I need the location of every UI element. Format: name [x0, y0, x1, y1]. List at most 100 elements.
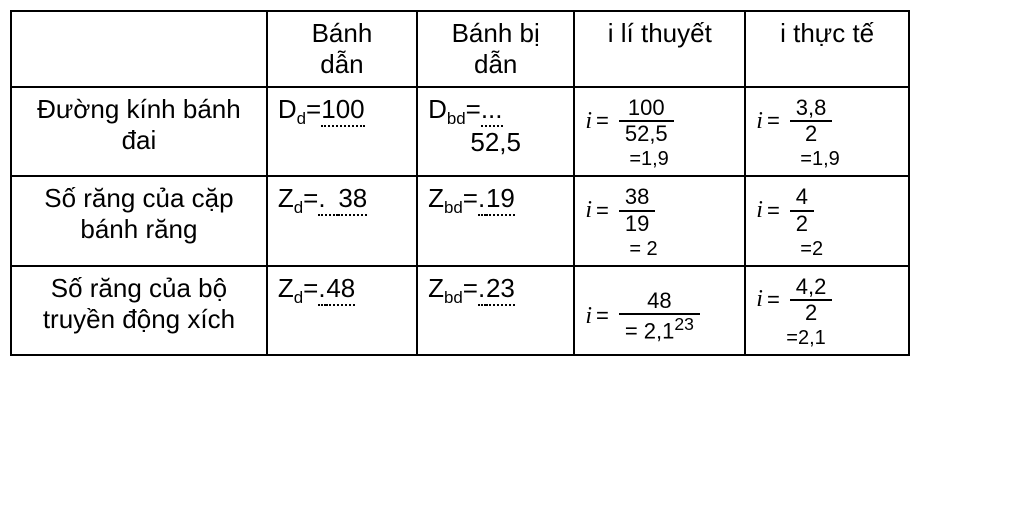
theory-cell: i = 100 52,5 =1,9 [574, 87, 745, 176]
actual-cell: i = 4,2 2 =2,1 [745, 266, 909, 355]
equation: i = 100 52,5 [585, 96, 736, 146]
eq: = [596, 108, 609, 134]
i-var: i [585, 108, 592, 135]
header-text: dẫn [320, 49, 363, 79]
fraction: 4 2 [790, 185, 814, 235]
result: = 2 [585, 238, 736, 261]
label-text: truyền động xích [43, 304, 235, 334]
eq: = [767, 198, 780, 224]
i-var: i [756, 108, 763, 135]
label-text: Số răng của bộ [51, 273, 227, 303]
label-text: Số răng của cặp [44, 183, 233, 213]
numerator: 4,2 [790, 275, 833, 301]
header-banh-bi-dan: Bánh bị dẫn [417, 11, 574, 87]
data-table: Bánh dẫn Bánh bị dẫn i lí thuyết i thực … [10, 10, 910, 356]
eq: = [596, 303, 609, 329]
row-label: Số răng của cặp bánh răng [11, 176, 267, 265]
label-text: Đường kính bánh [37, 94, 241, 124]
i-var: i [585, 303, 592, 330]
sub: d [294, 199, 303, 218]
equation: i = 4,2 2 [756, 275, 900, 325]
fraction: 100 52,5 [619, 96, 674, 146]
d-cell: Dd=100 [267, 87, 417, 176]
sub: bd [444, 199, 463, 218]
header-i-actual: i thực tế [745, 11, 909, 87]
fraction: 4,2 2 [790, 275, 833, 325]
result: =1,9 [585, 148, 736, 171]
i-var: i [585, 197, 592, 224]
numerator: 100 [619, 96, 674, 122]
result: =1,9 [756, 148, 900, 171]
bd-val: 19 [486, 183, 515, 216]
label-text: đai [122, 125, 157, 155]
header-banh-dan: Bánh dẫn [267, 11, 417, 87]
row-label: Số răng của bộ truyền động xích [11, 266, 267, 355]
equation: i = 38 19 [585, 185, 736, 235]
d-val: 38 [338, 183, 367, 216]
header-text: Bánh bị [452, 18, 540, 48]
table-row: Số răng của cặp bánh răng Zd=.38 Zbd=.19… [11, 176, 909, 265]
sub: bd [444, 288, 463, 307]
d-cell: Zd=.38 [267, 176, 417, 265]
den-left: = 2,1 [625, 318, 675, 343]
equation: i = 3,8 2 [756, 96, 900, 146]
sym: Z [428, 183, 444, 213]
header-empty [11, 11, 267, 87]
d-val: 100 [321, 94, 364, 127]
row-label: Đường kính bánh đai [11, 87, 267, 176]
dots: . [478, 183, 486, 216]
denominator: 52,5 [619, 122, 674, 146]
header-text: Bánh [312, 18, 373, 48]
header-text: dẫn [474, 49, 517, 79]
numerator: 3,8 [790, 96, 833, 122]
eq: = [767, 287, 780, 313]
denominator: 19 [619, 212, 655, 236]
header-text: i lí thuyết [608, 18, 712, 48]
label-text: bánh răng [80, 214, 197, 244]
d-cell: Zd=.48 [267, 266, 417, 355]
sub: bd [447, 109, 466, 128]
dots: . [318, 183, 338, 216]
equation: i = 48 = 2,123 [585, 289, 736, 344]
dots: . [478, 273, 486, 306]
sym: Z [278, 273, 294, 303]
header-row: Bánh dẫn Bánh bị dẫn i lí thuyết i thực … [11, 11, 909, 87]
result: =2 [756, 238, 900, 261]
sym: Z [278, 183, 294, 213]
denominator: 2 [790, 301, 833, 325]
den-right: 23 [674, 314, 694, 334]
eq: = [767, 108, 780, 134]
fraction: 48 = 2,123 [619, 289, 700, 344]
denominator: 2 [790, 122, 833, 146]
table-row: Đường kính bánh đai Dd=100 Dbd=... 52,5 … [11, 87, 909, 176]
fraction: 3,8 2 [790, 96, 833, 146]
sub: d [297, 109, 306, 128]
bd-cell: Zbd=.19 [417, 176, 574, 265]
result: =2,1 [756, 327, 900, 350]
bd-cell: Zbd=.23 [417, 266, 574, 355]
fraction: 38 19 [619, 185, 655, 235]
header-i-theory: i lí thuyết [574, 11, 745, 87]
numerator: 4 [790, 185, 814, 211]
sym: D [428, 94, 447, 124]
numerator: 38 [619, 185, 655, 211]
actual-cell: i = 4 2 =2 [745, 176, 909, 265]
theory-cell: i = 38 19 = 2 [574, 176, 745, 265]
numerator: 48 [619, 289, 700, 315]
denominator: 2 [790, 212, 814, 236]
equation: i = 4 2 [756, 185, 900, 235]
sub: d [294, 288, 303, 307]
sym: D [278, 94, 297, 124]
dots: ... [481, 94, 503, 127]
d-val: 48 [326, 273, 355, 306]
denominator-special: = 2,123 [619, 315, 700, 344]
dots: . [318, 273, 326, 306]
theory-cell: i = 48 = 2,123 [574, 266, 745, 355]
bd-val: 52,5 [428, 127, 563, 158]
eq: = [596, 198, 609, 224]
table-row: Số răng của bộ truyền động xích Zd=.48 Z… [11, 266, 909, 355]
i-var: i [756, 286, 763, 313]
actual-cell: i = 3,8 2 =1,9 [745, 87, 909, 176]
header-text: i thực tế [780, 18, 874, 48]
bd-cell: Dbd=... 52,5 [417, 87, 574, 176]
